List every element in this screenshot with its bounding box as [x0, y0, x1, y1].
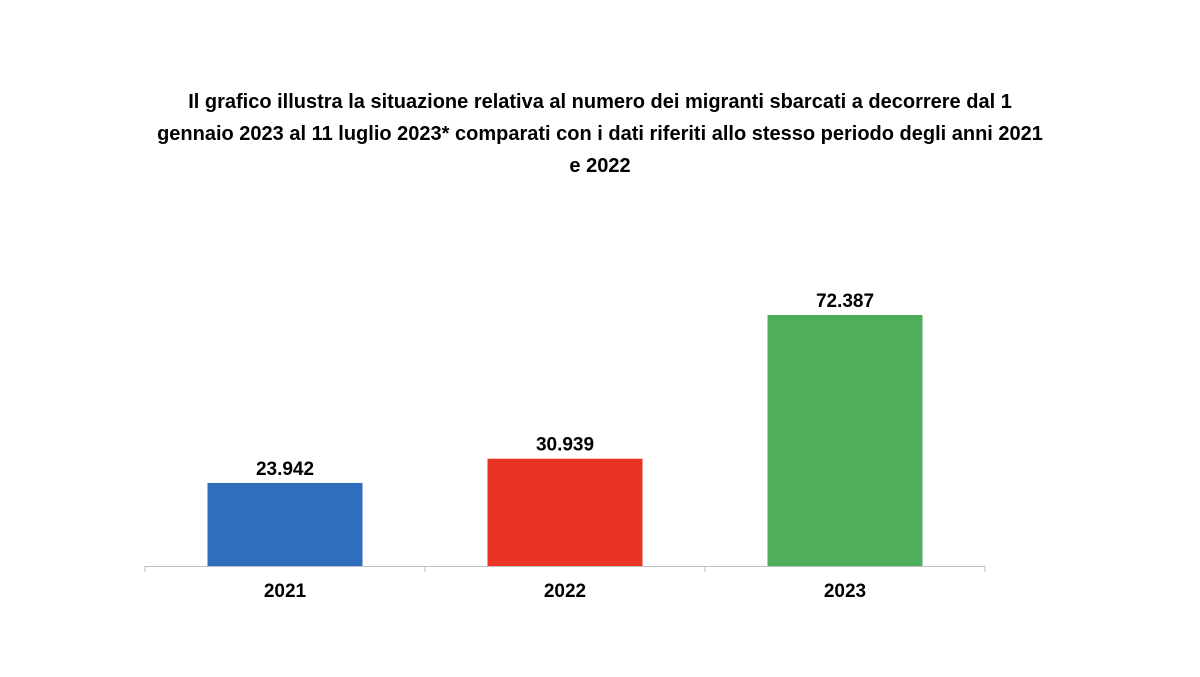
x-tick-label-2022: 2022 — [544, 581, 586, 602]
x-tick-label-2021: 2021 — [264, 581, 307, 602]
data-label-2022: 30.939 — [536, 435, 594, 456]
x-tick-label-2023: 2023 — [824, 581, 866, 602]
labels-layer: 23.942 2021 30.939 2022 72.387 2023 — [256, 291, 874, 602]
data-label-2023: 72.387 — [816, 291, 874, 312]
x-axis — [144, 566, 986, 572]
bar-2022 — [487, 458, 643, 566]
bar-2023 — [767, 315, 923, 566]
bar-2021 — [207, 482, 363, 566]
chart-title: Il grafico illustra la situazione relati… — [157, 91, 1043, 177]
data-label-2021: 23.942 — [256, 459, 314, 480]
bars-layer — [207, 315, 923, 566]
